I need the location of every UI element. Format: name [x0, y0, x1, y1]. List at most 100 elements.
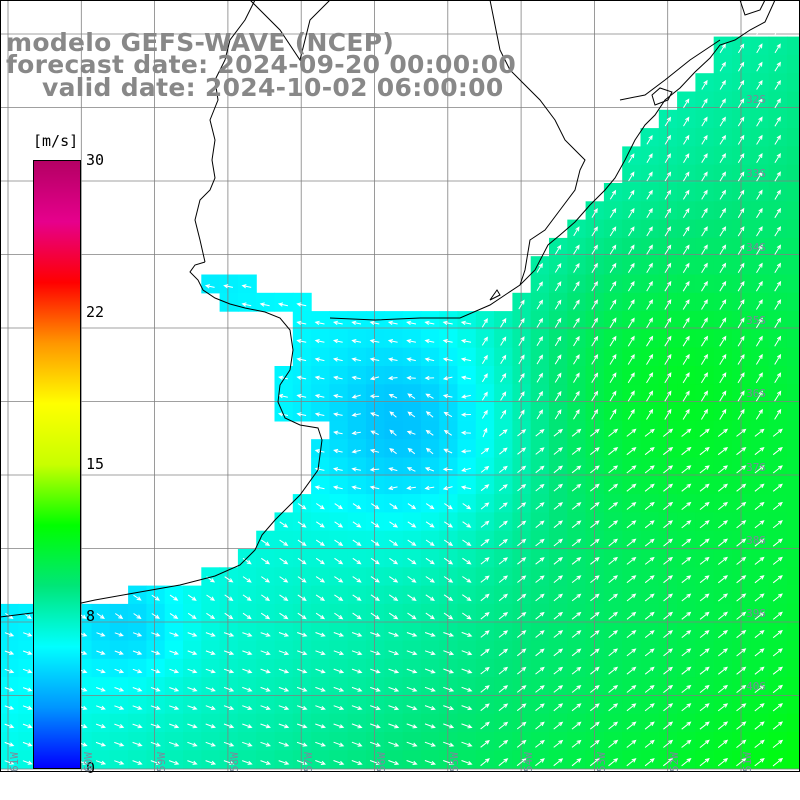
wind-arrow	[573, 299, 580, 310]
wind-cell	[750, 640, 770, 660]
wind-arrow	[644, 739, 655, 748]
wind-arrow	[332, 357, 343, 362]
wind-arrow	[717, 739, 729, 748]
wind-cell	[658, 677, 678, 696]
wind-cell	[457, 366, 477, 385]
wind-cell	[439, 475, 459, 495]
wind-arrow	[518, 336, 525, 346]
wind-cell	[292, 311, 312, 330]
wind-arrow	[187, 612, 197, 620]
wind-arrow	[772, 703, 783, 712]
wind-cell	[786, 292, 800, 312]
wind-arrow	[737, 153, 745, 164]
wind-cell	[585, 750, 605, 770]
wind-arrow	[626, 575, 637, 584]
wind-arrow	[389, 557, 399, 565]
wind-arrow	[517, 538, 527, 547]
wind-cell	[658, 713, 678, 733]
wind-arrow	[223, 705, 235, 710]
wind-arrow	[700, 408, 709, 420]
wind-cell	[366, 713, 385, 733]
wind-cell	[713, 292, 733, 312]
wind-arrow	[516, 593, 527, 602]
wind-arrow	[369, 448, 380, 454]
wind-arrow	[259, 302, 270, 307]
wind-arrow	[662, 428, 674, 437]
wind-arrow	[664, 153, 672, 163]
wind-arrow	[388, 394, 398, 399]
wind-cell	[183, 713, 202, 733]
wind-arrow	[352, 521, 362, 528]
wind-arrow	[717, 611, 729, 620]
wind-arrow	[553, 428, 563, 437]
wind-arrow	[260, 686, 271, 692]
wind-cell	[164, 640, 184, 660]
wind-arrow	[736, 520, 747, 529]
wind-cell	[732, 695, 751, 715]
wind-cell	[402, 439, 422, 459]
wind-cell	[658, 494, 678, 513]
wind-cell	[768, 457, 788, 477]
wind-arrow	[406, 339, 417, 344]
wind-arrow	[424, 668, 436, 674]
wind-cell	[219, 695, 239, 715]
wind-cell	[420, 713, 440, 733]
wind-arrow	[573, 317, 580, 328]
wind-arrow	[223, 668, 235, 674]
wind-cell	[0, 750, 19, 770]
wind-arrow	[498, 739, 509, 748]
wind-cell	[347, 549, 367, 568]
wind-cell	[347, 622, 367, 642]
wind-arrow	[644, 501, 655, 510]
wind-arrow	[719, 98, 726, 109]
wind-cell	[311, 384, 330, 404]
wind-arrow	[756, 116, 763, 127]
wind-cell	[347, 567, 367, 587]
wind-cell	[750, 457, 770, 477]
wind-cell	[311, 530, 330, 550]
wind-arrow	[425, 447, 434, 455]
wind-cell	[750, 475, 770, 495]
wind-arrow	[754, 465, 765, 474]
wind-arrow	[406, 760, 418, 765]
wind-cell	[457, 329, 477, 349]
wind-arrow	[205, 632, 216, 637]
wind-cell	[603, 366, 623, 385]
wind-arrow	[206, 612, 216, 620]
wind-arrow	[315, 705, 326, 710]
wind-cell	[713, 567, 733, 587]
wind-arrow	[589, 721, 600, 730]
wind-cell	[640, 457, 660, 477]
wind-cell	[786, 201, 800, 221]
wind-cell	[695, 457, 715, 477]
wind-arrow	[701, 262, 708, 274]
wind-arrow	[314, 339, 325, 344]
wind-arrow	[443, 557, 454, 565]
wind-arrow	[132, 668, 143, 674]
wind-cell	[420, 329, 440, 349]
wind-arrow	[553, 465, 563, 474]
wind-cell	[292, 329, 312, 349]
wind-cell	[402, 677, 422, 696]
wind-arrow	[737, 43, 745, 54]
wind-arrow	[681, 483, 692, 492]
wind-cell	[457, 567, 477, 587]
wind-cell	[292, 530, 312, 550]
wind-cell	[786, 585, 800, 605]
wind-cell	[713, 658, 733, 678]
wind-arrow	[424, 632, 436, 637]
wind-cell	[439, 732, 459, 751]
wind-cell	[640, 439, 660, 459]
wind-arrow	[683, 116, 690, 127]
wind-cell	[0, 640, 19, 660]
wind-cell	[768, 732, 788, 751]
wind-arrow	[736, 428, 747, 437]
wind-arrow	[646, 171, 653, 182]
wind-cell	[366, 475, 385, 495]
wind-arrow	[498, 557, 509, 565]
wind-cell	[732, 567, 751, 587]
wind-arrow	[664, 299, 672, 310]
wind-arrow	[518, 409, 525, 420]
wind-arrow	[608, 520, 619, 529]
wind-arrow	[719, 134, 727, 145]
